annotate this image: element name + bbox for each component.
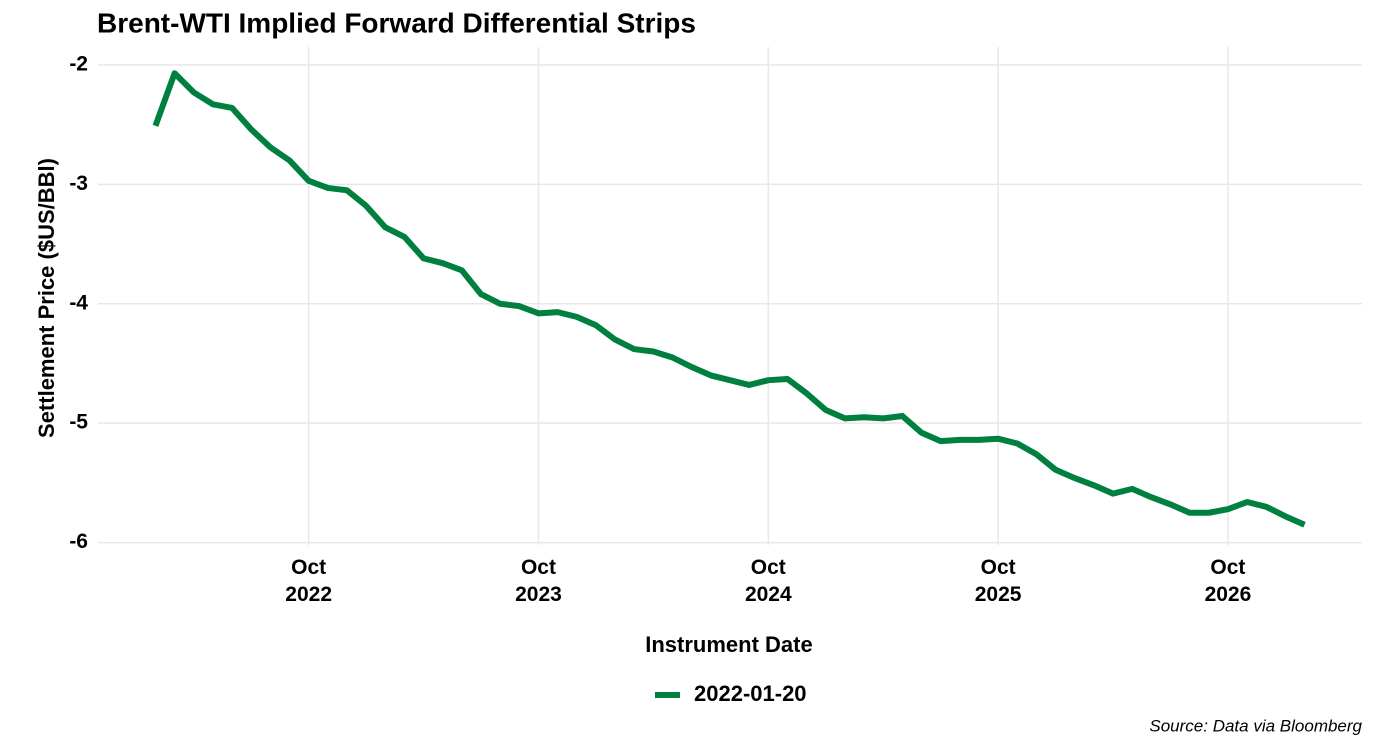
x-tick-label: Oct 2023	[515, 556, 562, 606]
y-tick-label: -4	[69, 291, 88, 314]
x-tick-label: Oct 2025	[975, 556, 1022, 606]
x-axis-title: Instrument Date	[645, 632, 812, 657]
x-tick-label: Oct 2022	[285, 556, 332, 606]
y-tick-label: -6	[69, 530, 88, 553]
data-line	[152, 70, 1306, 528]
y-tick-label: -5	[69, 411, 88, 434]
x-tick-label: Oct 2026	[1205, 556, 1252, 606]
y-axis-title: Settlement Price ($US/BBl)	[34, 158, 59, 438]
y-tick-label: -2	[69, 52, 88, 75]
chart-title: Brent-WTI Implied Forward Differential S…	[97, 7, 696, 38]
y-tick-label: -3	[69, 172, 88, 195]
legend-label: 2022-01-20	[694, 681, 807, 706]
caption: Source: Data via Bloomberg	[1149, 716, 1362, 735]
x-tick-label: Oct 2024	[745, 556, 792, 606]
